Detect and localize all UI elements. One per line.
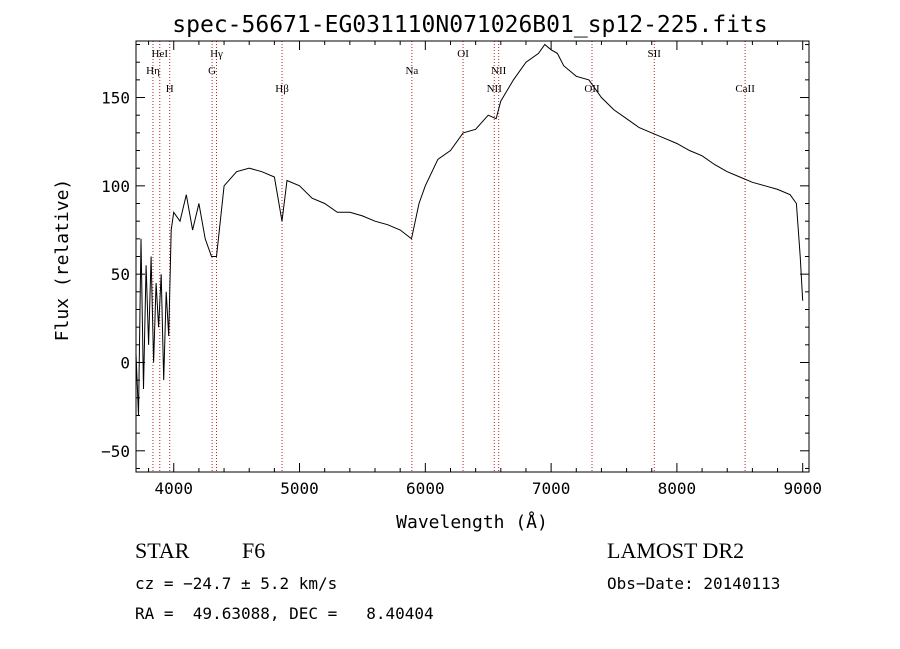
- line-marker-label: G: [208, 65, 216, 77]
- line-marker-label: OII: [584, 83, 600, 95]
- class-label: STAR: [135, 538, 190, 563]
- obs-date: Obs−Date: 20140113: [607, 574, 781, 593]
- y-tick-label: 0: [120, 353, 130, 372]
- x-axis-label: Wavelength (Å): [396, 511, 548, 533]
- x-tick-label: 6000: [406, 479, 445, 498]
- x-tick-label: 5000: [280, 479, 319, 498]
- plot-frame: [135, 40, 810, 473]
- chart-title: spec-56671-EG031110N071026B01_sp12-225.f…: [172, 12, 767, 38]
- x-tick-label: 4000: [154, 479, 193, 498]
- line-marker-label: HeI: [152, 48, 169, 60]
- x-tick-label: 9000: [783, 479, 822, 498]
- y-tick-label: 100: [101, 177, 130, 196]
- line-marker-label: CaII: [735, 83, 755, 95]
- y-axis-label: Flux (relative): [52, 179, 73, 342]
- spectrum-series-line: [135, 43, 804, 416]
- cz-readout: cz = −24.7 ± 5.2 km/s: [135, 574, 338, 593]
- line-marker-label: OI: [457, 48, 469, 60]
- line-marker-label: NII: [487, 83, 503, 95]
- line-markers: Hη HeI H Hγ G Hβ Na OI NII NII OII SII CaII: [146, 41, 755, 472]
- line-marker-label: NII: [491, 65, 507, 77]
- y-tick-label: 150: [101, 89, 130, 108]
- y-tick-label: −50: [101, 442, 130, 461]
- line-marker-label: Na: [405, 65, 418, 77]
- y-tick-label: 50: [111, 265, 130, 284]
- axis-ticks: 4000 5000 6000 7000 8000 9000 −50 0 50 100 150: [101, 41, 822, 498]
- line-marker-label: SII: [648, 48, 662, 60]
- line-marker-label: Hη: [146, 65, 160, 77]
- x-tick-label: 7000: [532, 479, 571, 498]
- subclass-label: F6: [242, 538, 266, 563]
- coordinates: RA = 49.63088, DEC = 8.40404: [135, 604, 434, 623]
- line-marker-label: Hγ: [210, 48, 223, 60]
- line-marker-label: H: [166, 83, 174, 95]
- line-marker-label: Hβ: [275, 83, 289, 95]
- x-tick-label: 8000: [658, 479, 697, 498]
- survey-label: LAMOST DR2: [607, 538, 745, 563]
